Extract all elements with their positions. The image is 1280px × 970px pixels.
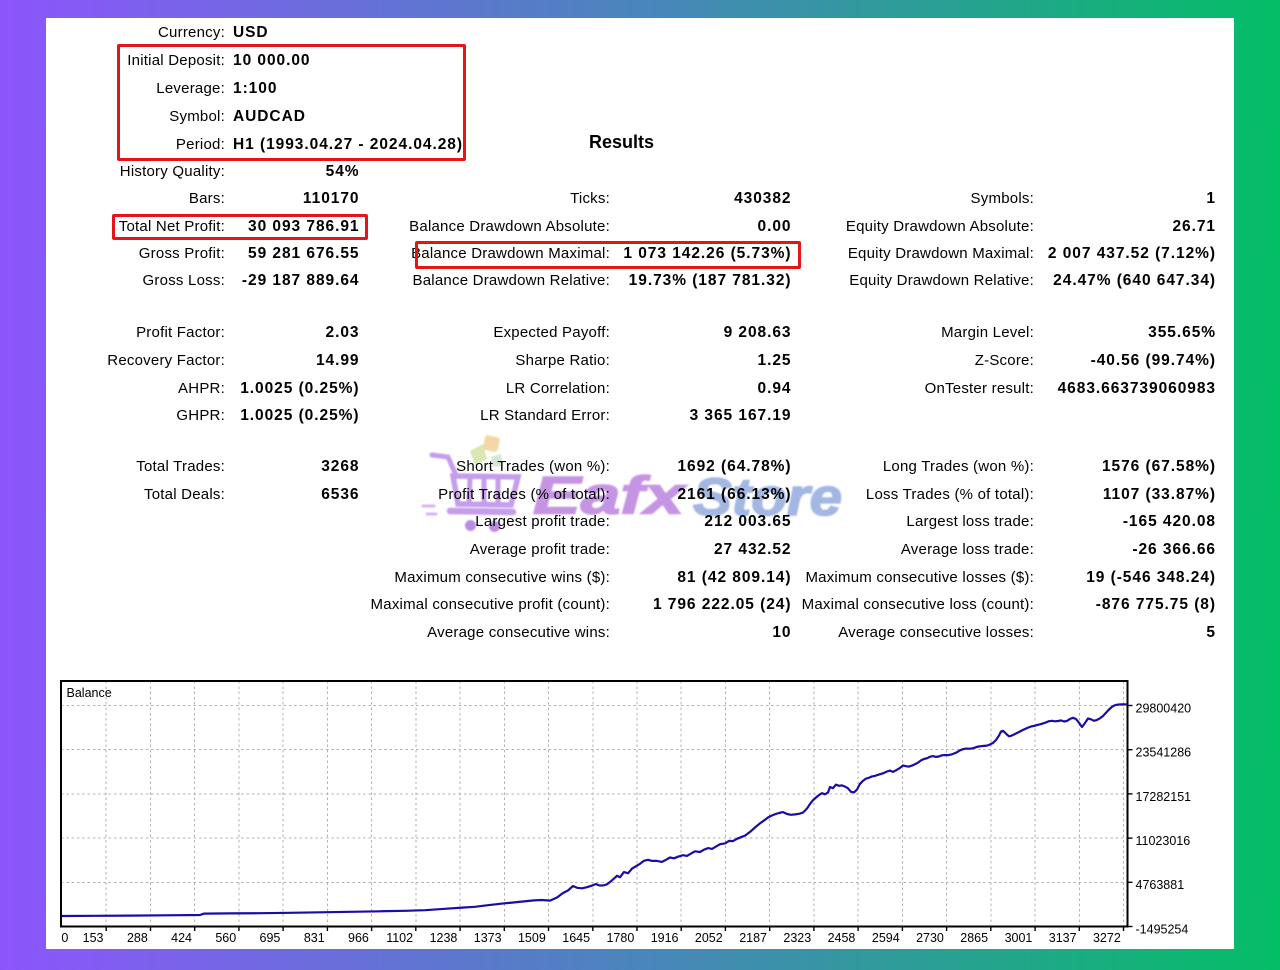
svg-text:2052: 2052	[695, 931, 723, 945]
svg-text:1780: 1780	[606, 931, 634, 945]
svg-text:Balance: Balance	[67, 686, 112, 700]
svg-text:2187: 2187	[739, 931, 767, 945]
svg-text:1916: 1916	[651, 931, 679, 945]
svg-text:2594: 2594	[872, 931, 900, 945]
svg-text:2865: 2865	[960, 931, 988, 945]
svg-text:2323: 2323	[783, 931, 811, 945]
svg-text:4763881: 4763881	[1136, 878, 1185, 892]
svg-text:Store: Store	[693, 468, 842, 527]
svg-text:1238: 1238	[430, 931, 458, 945]
svg-text:2730: 2730	[916, 931, 944, 945]
svg-text:1509: 1509	[518, 931, 546, 945]
svg-text:288: 288	[127, 931, 148, 945]
svg-text:17282151: 17282151	[1136, 790, 1192, 804]
svg-text:29800420: 29800420	[1136, 701, 1192, 715]
svg-text:695: 695	[260, 931, 281, 945]
svg-text:966: 966	[348, 931, 369, 945]
svg-text:3137: 3137	[1049, 931, 1077, 945]
svg-text:-1495254: -1495254	[1136, 922, 1189, 936]
svg-text:424: 424	[171, 931, 192, 945]
svg-text:3272: 3272	[1093, 931, 1121, 945]
svg-text:560: 560	[215, 931, 236, 945]
svg-text:23541286: 23541286	[1136, 746, 1192, 760]
svg-text:Eafx: Eafx	[533, 467, 687, 526]
svg-text:831: 831	[304, 931, 325, 945]
svg-text:1373: 1373	[474, 931, 502, 945]
svg-text:1645: 1645	[562, 931, 590, 945]
svg-text:0: 0	[61, 931, 68, 945]
svg-text:153: 153	[83, 931, 104, 945]
svg-text:1102: 1102	[386, 931, 413, 945]
svg-text:3001: 3001	[1005, 931, 1033, 945]
svg-text:11023016: 11023016	[1136, 834, 1191, 848]
svg-text:2458: 2458	[828, 931, 856, 945]
